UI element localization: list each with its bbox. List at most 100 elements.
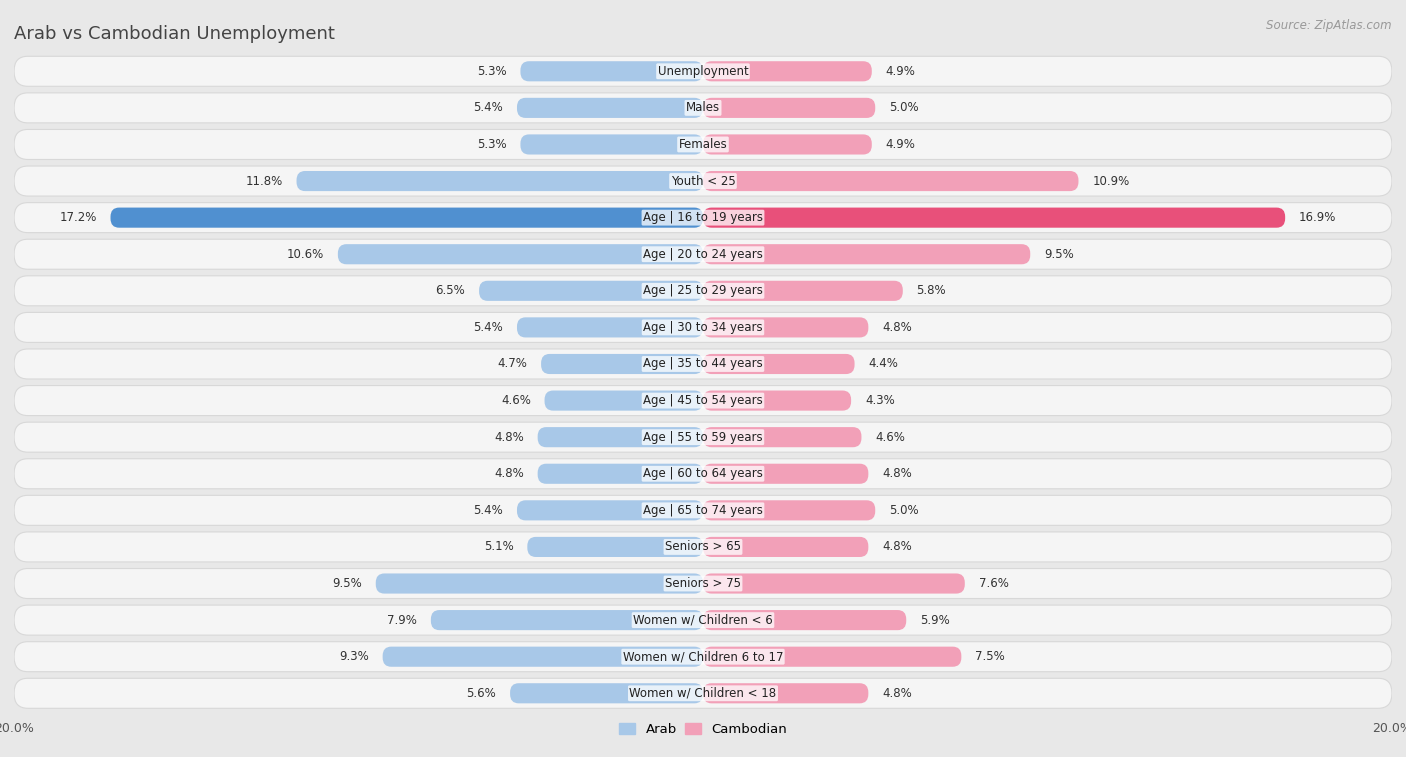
Text: 9.3%: 9.3%: [339, 650, 368, 663]
Text: 11.8%: 11.8%: [246, 175, 283, 188]
Text: Females: Females: [679, 138, 727, 151]
Text: 4.9%: 4.9%: [886, 65, 915, 78]
FancyBboxPatch shape: [382, 646, 703, 667]
FancyBboxPatch shape: [14, 56, 1392, 86]
FancyBboxPatch shape: [510, 684, 703, 703]
FancyBboxPatch shape: [517, 500, 703, 520]
Text: 7.9%: 7.9%: [387, 614, 418, 627]
FancyBboxPatch shape: [14, 129, 1392, 160]
Text: Seniors > 75: Seniors > 75: [665, 577, 741, 590]
FancyBboxPatch shape: [520, 61, 703, 81]
FancyBboxPatch shape: [14, 459, 1392, 489]
Text: Arab vs Cambodian Unemployment: Arab vs Cambodian Unemployment: [14, 25, 335, 43]
FancyBboxPatch shape: [703, 646, 962, 667]
Text: 4.8%: 4.8%: [494, 431, 524, 444]
Text: 4.6%: 4.6%: [501, 394, 531, 407]
Text: Age | 55 to 59 years: Age | 55 to 59 years: [643, 431, 763, 444]
FancyBboxPatch shape: [703, 500, 875, 520]
FancyBboxPatch shape: [517, 98, 703, 118]
FancyBboxPatch shape: [703, 61, 872, 81]
FancyBboxPatch shape: [703, 427, 862, 447]
FancyBboxPatch shape: [14, 678, 1392, 709]
FancyBboxPatch shape: [703, 281, 903, 301]
FancyBboxPatch shape: [297, 171, 703, 191]
FancyBboxPatch shape: [703, 684, 869, 703]
FancyBboxPatch shape: [14, 239, 1392, 269]
FancyBboxPatch shape: [14, 642, 1392, 671]
FancyBboxPatch shape: [375, 574, 703, 593]
Text: 7.6%: 7.6%: [979, 577, 1008, 590]
Text: Age | 30 to 34 years: Age | 30 to 34 years: [643, 321, 763, 334]
FancyBboxPatch shape: [703, 464, 869, 484]
FancyBboxPatch shape: [14, 532, 1392, 562]
Text: 4.8%: 4.8%: [494, 467, 524, 480]
FancyBboxPatch shape: [14, 93, 1392, 123]
FancyBboxPatch shape: [517, 317, 703, 338]
FancyBboxPatch shape: [703, 171, 1078, 191]
FancyBboxPatch shape: [703, 245, 1031, 264]
FancyBboxPatch shape: [14, 349, 1392, 379]
Text: Women w/ Children < 18: Women w/ Children < 18: [630, 687, 776, 699]
FancyBboxPatch shape: [14, 203, 1392, 232]
Text: Youth < 25: Youth < 25: [671, 175, 735, 188]
Text: 9.5%: 9.5%: [332, 577, 361, 590]
Text: 7.5%: 7.5%: [976, 650, 1005, 663]
FancyBboxPatch shape: [14, 569, 1392, 599]
FancyBboxPatch shape: [703, 317, 869, 338]
Text: 5.3%: 5.3%: [477, 138, 506, 151]
FancyBboxPatch shape: [337, 245, 703, 264]
Text: Seniors > 65: Seniors > 65: [665, 540, 741, 553]
Text: 4.9%: 4.9%: [886, 138, 915, 151]
FancyBboxPatch shape: [703, 574, 965, 593]
Text: 4.6%: 4.6%: [875, 431, 905, 444]
Text: 5.4%: 5.4%: [474, 321, 503, 334]
Text: 9.5%: 9.5%: [1045, 248, 1074, 260]
FancyBboxPatch shape: [14, 422, 1392, 452]
Text: 10.9%: 10.9%: [1092, 175, 1129, 188]
Text: Age | 20 to 24 years: Age | 20 to 24 years: [643, 248, 763, 260]
Text: 6.5%: 6.5%: [436, 285, 465, 298]
Text: Source: ZipAtlas.com: Source: ZipAtlas.com: [1267, 19, 1392, 32]
Text: Unemployment: Unemployment: [658, 65, 748, 78]
Text: 5.6%: 5.6%: [467, 687, 496, 699]
Legend: Arab, Cambodian: Arab, Cambodian: [614, 718, 792, 741]
Text: Age | 45 to 54 years: Age | 45 to 54 years: [643, 394, 763, 407]
Text: 5.8%: 5.8%: [917, 285, 946, 298]
FancyBboxPatch shape: [111, 207, 703, 228]
Text: Women w/ Children 6 to 17: Women w/ Children 6 to 17: [623, 650, 783, 663]
FancyBboxPatch shape: [14, 385, 1392, 416]
FancyBboxPatch shape: [520, 135, 703, 154]
Text: 5.0%: 5.0%: [889, 101, 918, 114]
FancyBboxPatch shape: [14, 313, 1392, 342]
FancyBboxPatch shape: [703, 207, 1285, 228]
Text: 4.8%: 4.8%: [882, 321, 912, 334]
Text: 5.4%: 5.4%: [474, 101, 503, 114]
Text: 4.3%: 4.3%: [865, 394, 894, 407]
Text: 5.4%: 5.4%: [474, 504, 503, 517]
FancyBboxPatch shape: [541, 354, 703, 374]
Text: Women w/ Children < 6: Women w/ Children < 6: [633, 614, 773, 627]
Text: Males: Males: [686, 101, 720, 114]
Text: 16.9%: 16.9%: [1299, 211, 1336, 224]
FancyBboxPatch shape: [703, 537, 869, 557]
Text: 4.8%: 4.8%: [882, 540, 912, 553]
FancyBboxPatch shape: [14, 166, 1392, 196]
Text: Age | 16 to 19 years: Age | 16 to 19 years: [643, 211, 763, 224]
Text: 4.7%: 4.7%: [498, 357, 527, 370]
FancyBboxPatch shape: [537, 427, 703, 447]
Text: Age | 35 to 44 years: Age | 35 to 44 years: [643, 357, 763, 370]
FancyBboxPatch shape: [14, 495, 1392, 525]
Text: 5.9%: 5.9%: [920, 614, 950, 627]
FancyBboxPatch shape: [544, 391, 703, 410]
FancyBboxPatch shape: [430, 610, 703, 630]
FancyBboxPatch shape: [14, 605, 1392, 635]
Text: 5.3%: 5.3%: [477, 65, 506, 78]
Text: 5.0%: 5.0%: [889, 504, 918, 517]
Text: Age | 60 to 64 years: Age | 60 to 64 years: [643, 467, 763, 480]
Text: 5.1%: 5.1%: [484, 540, 513, 553]
Text: Age | 65 to 74 years: Age | 65 to 74 years: [643, 504, 763, 517]
FancyBboxPatch shape: [703, 610, 907, 630]
FancyBboxPatch shape: [703, 391, 851, 410]
FancyBboxPatch shape: [537, 464, 703, 484]
Text: 4.8%: 4.8%: [882, 687, 912, 699]
